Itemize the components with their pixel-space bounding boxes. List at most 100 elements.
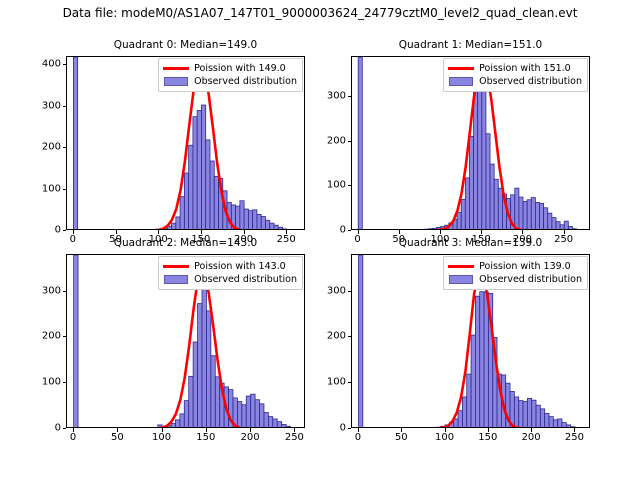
plot-graphics: [73, 255, 291, 427]
histogram-bar: [239, 200, 245, 229]
y-tick-mark: [62, 336, 66, 338]
figure-title: Data file: modeM0/AS1A07_147T01_90000036…: [62, 6, 578, 20]
x-tick-label: 250: [284, 432, 304, 443]
histogram-bar: [469, 136, 474, 229]
legend-line-swatch: [163, 261, 190, 272]
histogram-bar: [473, 91, 479, 229]
subplot-title: Quadrant 1: Median=151.0: [398, 39, 543, 51]
x-tick-mark: [205, 428, 207, 432]
histogram-bar: [183, 400, 190, 427]
legend-label-poisson: Poission with 149.0: [194, 63, 286, 74]
legend-patch-swatch: [163, 274, 189, 285]
histogram-bar: [188, 144, 194, 229]
histogram-bar: [456, 211, 462, 229]
histogram-bar: [522, 201, 528, 229]
histogram-bar: [518, 196, 524, 229]
histogram-bar: [241, 404, 247, 427]
histogram-bar: [73, 57, 79, 229]
histogram-bar: [522, 401, 528, 427]
histogram-bar: [170, 423, 176, 427]
x-tick-mark: [444, 428, 446, 432]
x-tick-mark: [398, 230, 400, 234]
histogram-bar: [254, 399, 260, 427]
x-tick-label: 150: [471, 234, 491, 245]
legend-label-observed: Observed distribution: [479, 76, 582, 87]
x-tick-label: 100: [430, 234, 450, 245]
histogram-bar: [192, 341, 198, 427]
subplot-title: Quadrant 3: Median=139.0: [398, 237, 543, 249]
histogram-bar: [235, 205, 241, 229]
legend-line-swatch: [448, 261, 475, 272]
x-tick-label: 100: [148, 234, 168, 245]
x-tick-mark: [250, 428, 251, 432]
subplot-quadrant-2: Quadrant 2: Median=143.0 0 100 200 300 0 50 100…: [42, 237, 305, 443]
histogram-bar: [544, 413, 550, 427]
y-tick-label: 0: [339, 422, 346, 434]
histogram-bar: [552, 419, 559, 427]
histogram-bar: [535, 404, 541, 427]
x-tick-label: 250: [276, 234, 296, 245]
y-tick-mark: [62, 382, 66, 383]
x-tick-label: 0: [354, 432, 362, 443]
legend-item-poisson: Poission with 143.0: [163, 260, 297, 273]
histogram-bars: [73, 255, 291, 427]
bar-swatch-icon: [449, 77, 474, 86]
histogram-bar: [563, 220, 569, 229]
y-tick-mark: [347, 336, 351, 338]
y-tick-label: 300: [41, 285, 61, 297]
histogram-bars: [73, 57, 288, 229]
x-tick-mark: [487, 428, 489, 432]
x-tick-mark: [440, 230, 441, 234]
legend-line-swatch: [448, 63, 475, 74]
histogram-bar: [201, 104, 207, 229]
histogram-bar: [265, 219, 271, 229]
histogram-bar: [427, 228, 433, 229]
x-tick-label: 100: [152, 432, 172, 443]
histogram-bar: [267, 416, 274, 427]
y-tick-mark: [62, 64, 66, 66]
y-tick-label: 400: [41, 58, 61, 70]
histogram-bar: [572, 228, 577, 229]
histogram-bar: [539, 202, 545, 229]
x-tick-label: 250: [564, 432, 584, 443]
subplot-quadrant-1: Quadrant 1: Median=151.0 0 100 200 300 0 50 100…: [327, 39, 590, 245]
y-tick-label: 0: [54, 422, 61, 434]
histogram-bar: [485, 133, 491, 229]
histogram-bar: [192, 116, 198, 229]
histogram-bar: [483, 291, 489, 427]
histogram-bar: [273, 224, 279, 229]
x-tick-mark: [401, 428, 403, 432]
histogram-bar: [171, 222, 177, 229]
histogram-bar: [457, 410, 463, 427]
y-tick-mark: [347, 428, 351, 429]
subplot-title: Quadrant 0: Median=149.0: [113, 39, 258, 51]
legend-item-observed: Observed distribution: [163, 75, 297, 88]
histogram-bar: [245, 395, 252, 427]
histogram-bar: [518, 400, 524, 427]
y-tick-mark: [62, 188, 66, 190]
histogram-bar: [73, 255, 79, 427]
histogram-bar: [285, 425, 291, 427]
histogram-bar: [557, 418, 563, 427]
legend-patch-swatch: [163, 76, 189, 87]
histogram-bar: [260, 216, 266, 229]
histogram-bar: [179, 413, 185, 427]
x-tick-mark: [522, 230, 524, 234]
histogram-bar: [196, 110, 202, 229]
line-swatch-icon: [448, 265, 475, 268]
legend-item-observed: Observed distribution: [163, 273, 297, 286]
histogram-bar: [526, 397, 533, 427]
histogram-bar: [272, 418, 278, 427]
x-tick-mark: [357, 230, 359, 234]
subplot-quadrant-0: Quadrant 0: Median=149.0 0 100 200 300 400 0 50…: [42, 39, 305, 245]
histogram-bars: [357, 57, 577, 229]
x-tick-mark: [200, 230, 202, 234]
histogram-bar: [462, 396, 468, 427]
x-tick-mark: [161, 428, 163, 432]
y-tick-label: 200: [41, 330, 61, 342]
histogram-bar: [282, 228, 288, 229]
x-tick-label: 150: [196, 432, 216, 443]
histogram-bar: [158, 228, 164, 229]
y-tick-label: 200: [41, 141, 61, 153]
bar-swatch-icon: [164, 275, 189, 284]
